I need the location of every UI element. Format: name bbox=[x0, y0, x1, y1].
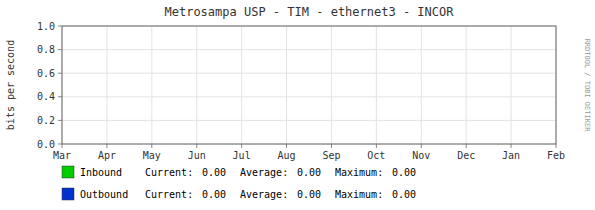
x-tick bbox=[511, 144, 512, 148]
plot-area bbox=[62, 26, 556, 144]
legend-label: Outbound bbox=[80, 189, 128, 200]
x-tick-label: Apr bbox=[98, 150, 116, 161]
plot-frame bbox=[62, 26, 556, 144]
y-tick bbox=[58, 73, 62, 74]
legend-stat-value: 0.00 bbox=[392, 167, 416, 178]
x-tick bbox=[331, 144, 332, 148]
legend-stat-label: Current: bbox=[145, 167, 193, 178]
y-axis-label: bits per second bbox=[5, 40, 16, 130]
y-tick bbox=[58, 144, 62, 145]
legend-stat-value: 0.00 bbox=[202, 167, 226, 178]
x-grid-line bbox=[106, 26, 107, 144]
y-tick bbox=[58, 120, 62, 121]
x-grid-line bbox=[331, 26, 332, 144]
x-tick bbox=[376, 144, 377, 148]
watermark: RRDTOOL / TOBI OETIKER bbox=[583, 39, 591, 133]
x-tick-label: Jan bbox=[502, 150, 520, 161]
page: {"chart_data": { "type": "line", "title"… bbox=[0, 0, 595, 210]
y-tick bbox=[58, 96, 62, 97]
x-grid-line bbox=[286, 26, 287, 144]
legend-stat-label: Average: bbox=[240, 189, 288, 200]
y-tick-label: 1.0 bbox=[37, 21, 55, 32]
x-tick bbox=[421, 144, 422, 148]
chart: Metrosampa USP - TIM - ethernet3 - INCOR… bbox=[0, 0, 595, 210]
x-grid-line bbox=[196, 26, 197, 144]
legend-label: Inbound bbox=[80, 167, 122, 178]
x-tick bbox=[62, 144, 63, 148]
y-tick-label: 0.8 bbox=[37, 44, 55, 55]
x-tick bbox=[556, 144, 557, 148]
y-tick-label: 0.2 bbox=[37, 115, 55, 126]
legend-stat-label: Maximum: bbox=[335, 167, 383, 178]
legend-stat-value: 0.00 bbox=[297, 189, 321, 200]
x-tick-label: Feb bbox=[547, 150, 565, 161]
y-grid-line bbox=[62, 96, 556, 97]
x-grid-line bbox=[151, 26, 152, 144]
y-tick bbox=[58, 49, 62, 50]
grid bbox=[62, 26, 556, 144]
legend-swatch bbox=[62, 166, 74, 178]
y-tick-label: 0.4 bbox=[37, 91, 55, 102]
x-tick bbox=[286, 144, 287, 148]
legend-stat-label: Maximum: bbox=[335, 189, 383, 200]
x-tick-label: May bbox=[143, 150, 161, 161]
legend-stat-value: 0.00 bbox=[202, 189, 226, 200]
x-tick-label: Oct bbox=[367, 150, 385, 161]
x-tick bbox=[106, 144, 107, 148]
x-tick-label: Nov bbox=[412, 150, 430, 161]
y-grid-line bbox=[62, 73, 556, 74]
x-grid-line bbox=[466, 26, 467, 144]
x-tick bbox=[196, 144, 197, 148]
x-grid-line bbox=[376, 26, 377, 144]
legend-item: Outbound Current: 0.00 Average: 0.00 Maximum:… bbox=[62, 188, 416, 200]
legend-stat-value: 0.00 bbox=[297, 167, 321, 178]
y-tick-label: 0.6 bbox=[37, 68, 55, 79]
legend-swatch bbox=[62, 188, 74, 200]
legend-stat-label: Average: bbox=[240, 167, 288, 178]
x-grid-line bbox=[511, 26, 512, 144]
x-tick-label: Aug bbox=[278, 150, 296, 161]
x-tick bbox=[241, 144, 242, 148]
legend-stat-label: Current: bbox=[145, 189, 193, 200]
y-tick bbox=[58, 26, 62, 27]
y-grid-line bbox=[62, 120, 556, 121]
legend-stat-value: 0.00 bbox=[392, 189, 416, 200]
x-tick-label: Jul bbox=[233, 150, 251, 161]
y-tick-label: 0.0 bbox=[37, 139, 55, 150]
x-grid-line bbox=[241, 26, 242, 144]
title: Metrosampa USP - TIM - ethernet3 - INCOR bbox=[165, 5, 455, 19]
y-grid-line bbox=[62, 49, 556, 50]
legend-item: Inbound Current: 0.00 Average: 0.00 Maximum: 0… bbox=[62, 166, 416, 178]
x-tick-label: Dec bbox=[457, 150, 475, 161]
x-grid-line bbox=[421, 26, 422, 144]
x-tick bbox=[151, 144, 152, 148]
x-tick-label: Mar bbox=[53, 150, 71, 161]
x-tick bbox=[466, 144, 467, 148]
x-tick-label: Jun bbox=[188, 150, 206, 161]
x-tick-label: Sep bbox=[322, 150, 340, 161]
